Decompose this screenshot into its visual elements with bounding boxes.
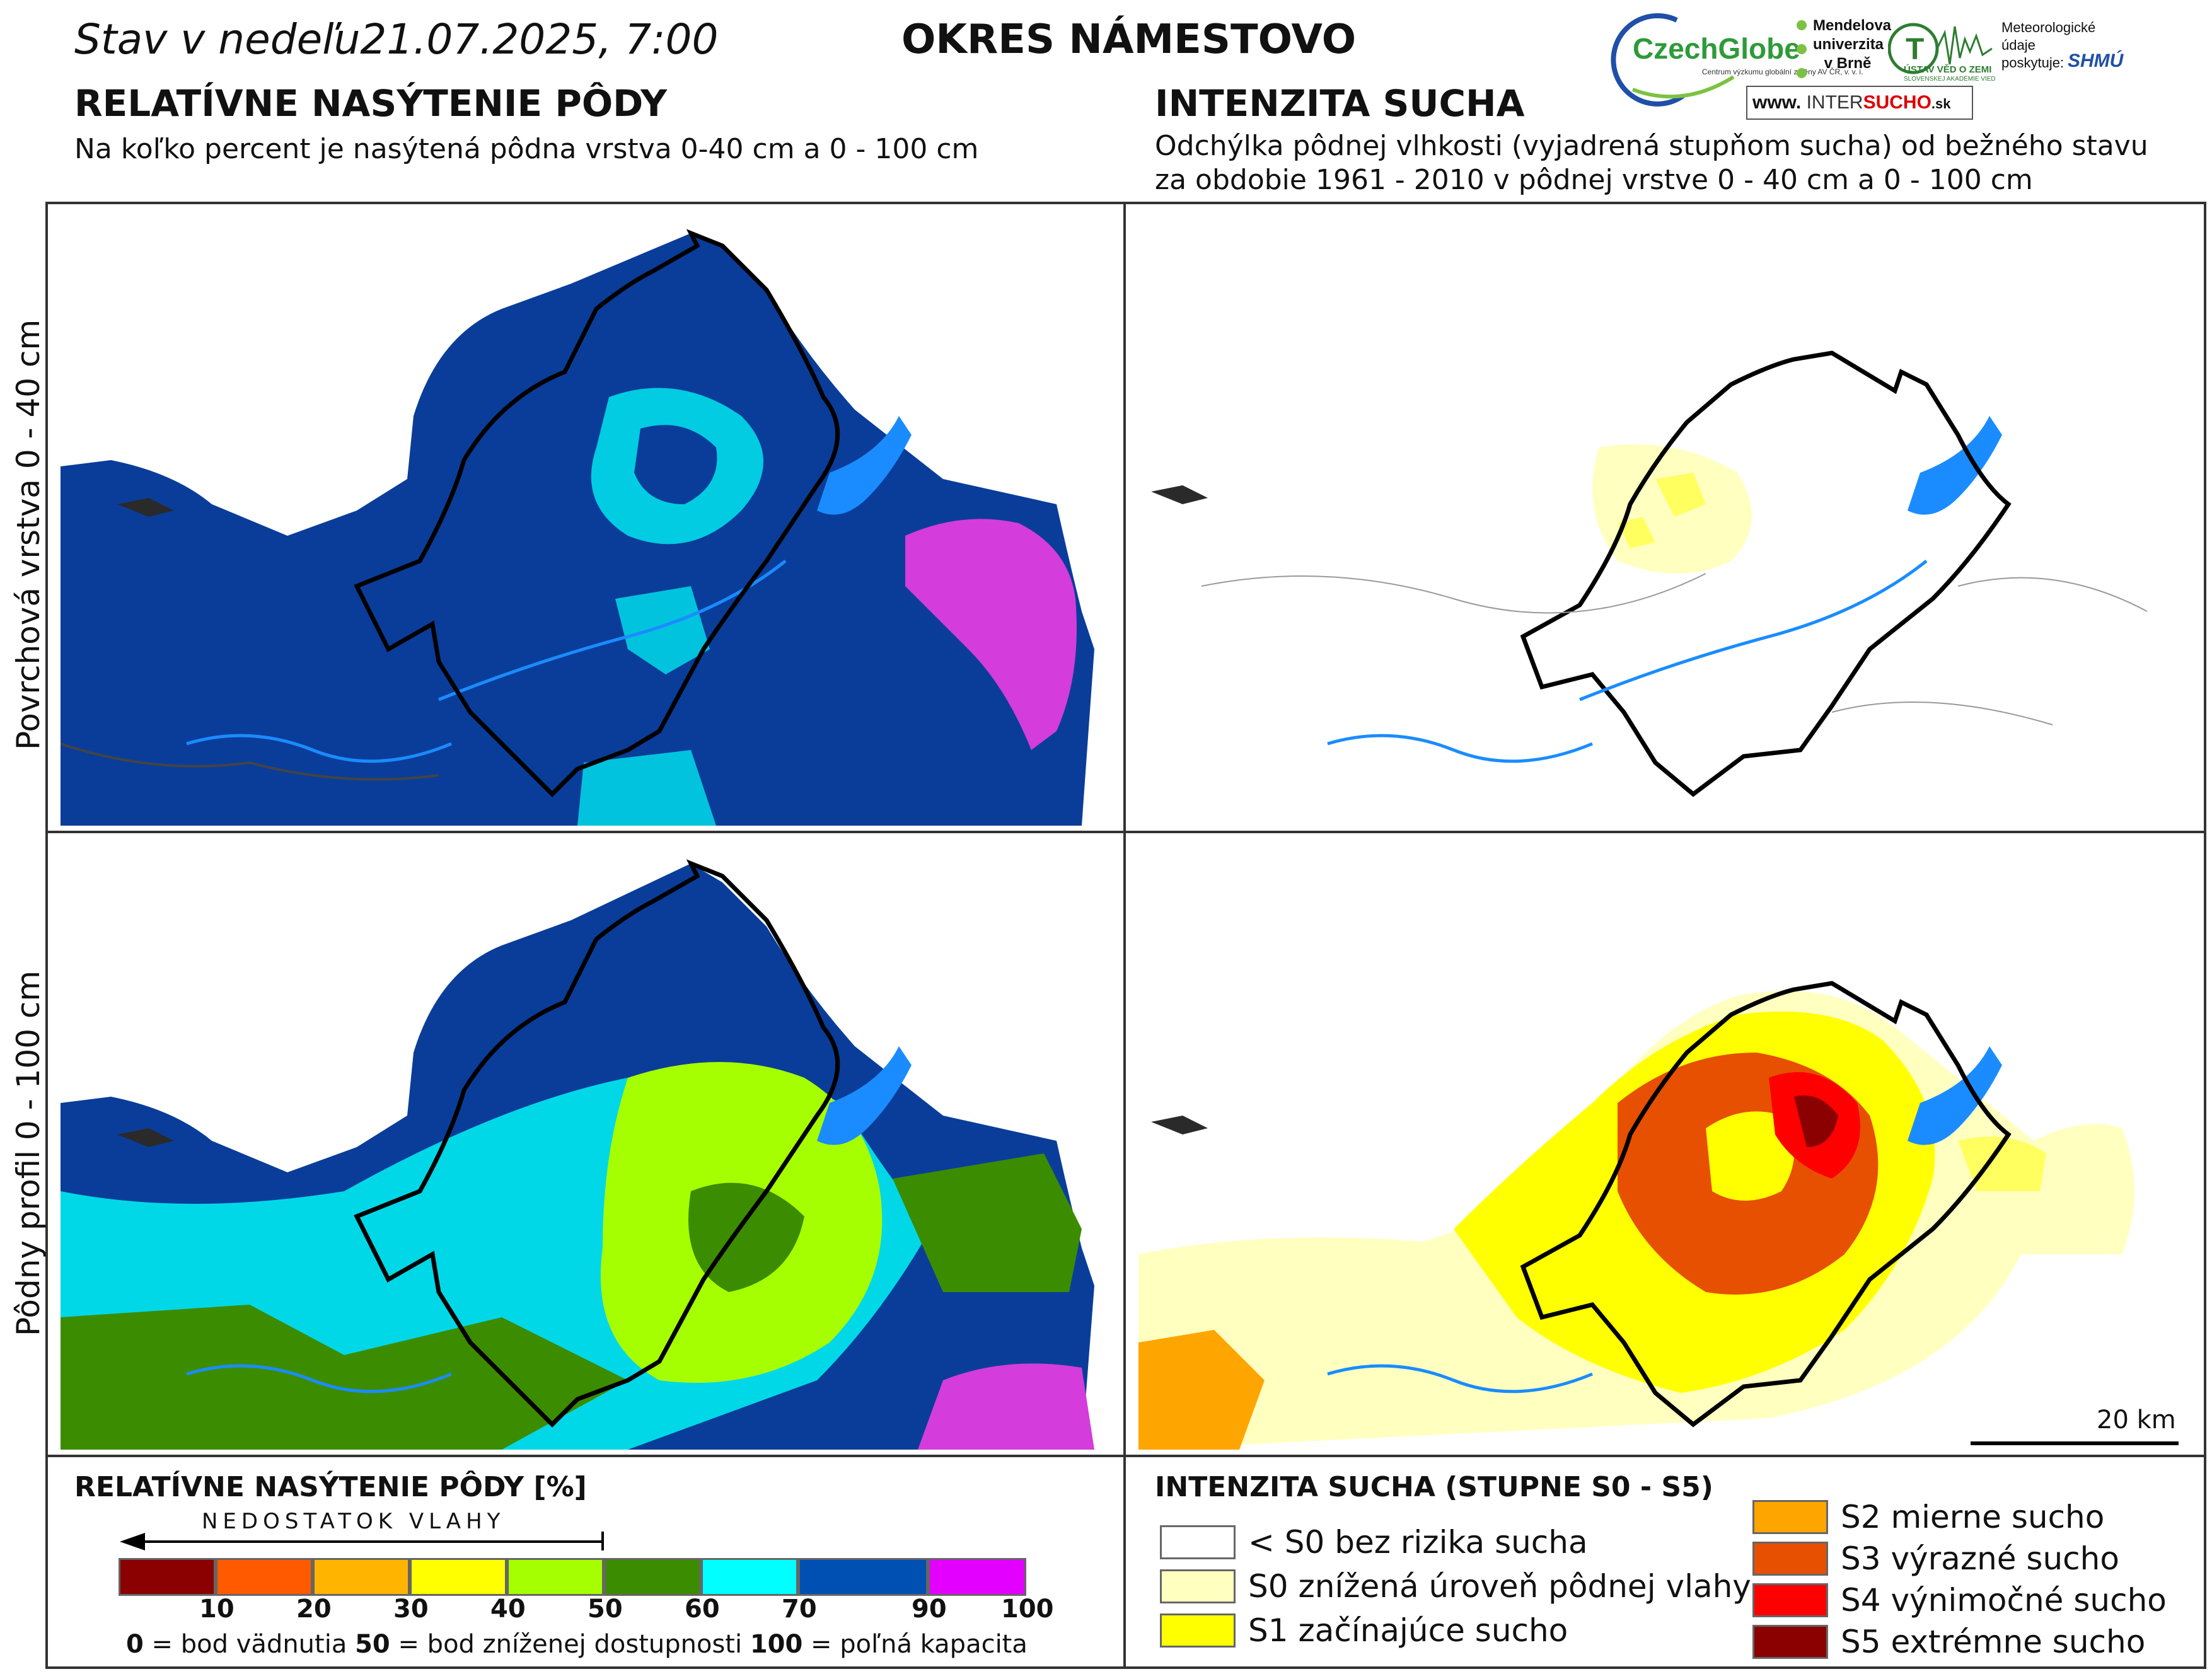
drought-subtitle-line-1: Odchýlka pôdnej vlhkosti (vyjadrená stup… bbox=[1155, 130, 2148, 162]
drought-legend-label: S4 výnimočné sucho bbox=[1841, 1582, 2167, 1619]
drought-swatch bbox=[1160, 1569, 1236, 1603]
saturation-swatch bbox=[928, 1558, 1026, 1596]
saturation-swatch bbox=[507, 1558, 604, 1596]
intersucho-part-a: INTER bbox=[1806, 92, 1863, 113]
drought-swatch bbox=[1752, 1583, 1828, 1617]
logo-strip: CzechGlobe Centrum výzkumu globální změn… bbox=[1607, 8, 2206, 121]
note-0-text: = bod vädnutia bbox=[143, 1630, 356, 1659]
drought-legend-label: S0 znížená úroveň pôdnej vlahy bbox=[1248, 1568, 1751, 1605]
note-50: 50 bbox=[355, 1630, 390, 1659]
saturation-tick-label: 20 bbox=[296, 1595, 332, 1624]
drought-swatch bbox=[1752, 1625, 1828, 1659]
saturation-tick-label: 40 bbox=[490, 1595, 526, 1624]
legend-saturation-title: RELATÍVNE NASÝTENIE PÔDY [%] bbox=[74, 1471, 587, 1503]
saturation-tick-label: 10 bbox=[199, 1595, 235, 1624]
note-50-text: = bod zníženej dostupnosti bbox=[390, 1630, 750, 1659]
ustav-subtitle: SLOVENSKEJ AKADÉMIE VIED bbox=[1904, 76, 1996, 83]
note-100: 100 bbox=[750, 1630, 803, 1659]
drought-swatch bbox=[1160, 1525, 1236, 1559]
scalebar-label: 20 km bbox=[2097, 1406, 2176, 1434]
saturation-swatch bbox=[701, 1558, 798, 1596]
saturation-colorbar bbox=[119, 1558, 1026, 1596]
drought-subtitle-line-2: za obdobie 1961 - 2010 v pôdnej vrstve 0… bbox=[1155, 164, 2033, 196]
drought-section-subtitle: Odchýlka pôdnej vlhkosti (vyjadrená stup… bbox=[1155, 129, 2148, 197]
intersucho-prefix: www. bbox=[1752, 92, 1802, 113]
legend-vertical-divider bbox=[1123, 1456, 1126, 1668]
saturation-tick-label: 100 bbox=[1001, 1595, 1054, 1624]
saturation-tick-label: 30 bbox=[393, 1595, 429, 1624]
frame-row-divider bbox=[45, 831, 2206, 833]
drought-legend-label: S5 extrémne sucho bbox=[1841, 1624, 2146, 1660]
saturation-tick-label: 50 bbox=[588, 1595, 623, 1624]
shmu-logo: SHMÚ bbox=[2068, 50, 2124, 71]
note-0: 0 bbox=[126, 1630, 144, 1659]
saturation-ticks: 10 20 30 40 50 60 70 90 100 bbox=[119, 1595, 1054, 1626]
svg-text:T: T bbox=[1906, 33, 1924, 66]
ustav-name: ÚSTAV VĚD O ZEMI bbox=[1904, 64, 1992, 75]
saturation-swatch bbox=[216, 1558, 313, 1596]
intersucho-suffix: .sk bbox=[1931, 96, 1951, 112]
saturation-tick-label: 70 bbox=[782, 1595, 817, 1624]
ustav-logo-graph: T bbox=[1888, 23, 1993, 74]
czechglobe-subtitle: Centrum výzkumu globální změny AV ČR, v.… bbox=[1702, 67, 1863, 76]
drought-legend-label: < S0 bez rizika sucha bbox=[1248, 1524, 1588, 1561]
drought-swatch bbox=[1160, 1613, 1236, 1648]
deficit-arrow: NEDOSTATOK VLAHY bbox=[120, 1509, 605, 1550]
map-drought-profile: 20 km bbox=[1138, 838, 2198, 1450]
saturation-section-title: RELATÍVNE NASÝTENIE PÔDY bbox=[74, 82, 668, 125]
map-saturation-topsoil bbox=[60, 208, 1094, 826]
mendelu-name: Mendelova univerzita v Brně bbox=[1813, 17, 1892, 72]
drought-section-title: INTENZITA SUCHA bbox=[1155, 82, 1525, 125]
saturation-note: 0 = bod vädnutia 50 = bod zníženej dostu… bbox=[126, 1630, 1028, 1659]
frame-vertical-divider bbox=[1123, 202, 1126, 1456]
intersucho-part-b: SUCHO bbox=[1863, 92, 1931, 113]
mendelu-dots bbox=[1797, 20, 1809, 83]
map-drought-topsoil bbox=[1138, 208, 2198, 826]
frame-legend-divider bbox=[45, 1455, 2206, 1457]
saturation-swatch bbox=[798, 1558, 928, 1596]
saturation-swatch bbox=[410, 1558, 507, 1596]
legend-drought-title: INTENZITA SUCHA (STUPNE S0 - S5) bbox=[1155, 1471, 1713, 1503]
drought-legend-label: S1 začínajúce sucho bbox=[1248, 1612, 1568, 1649]
drought-legend-label: S2 mierne sucho bbox=[1841, 1499, 2105, 1535]
map-frame bbox=[45, 202, 2206, 1669]
row-label-topsoil: Povrchová vrstva 0 - 40 cm bbox=[10, 319, 47, 750]
saturation-tick-label: 90 bbox=[912, 1595, 947, 1624]
district-title: OKRES NÁMESTOVO bbox=[901, 16, 1357, 63]
drought-legend-items: < S0 bez rizika sucha S0 znížená úroveň p… bbox=[1160, 1499, 2194, 1670]
note-100-text: = poľná kapacita bbox=[802, 1630, 1028, 1659]
drought-swatch bbox=[1752, 1500, 1828, 1534]
saturation-section-subtitle: Na koľko percent je nasýtená pôdna vrstv… bbox=[74, 133, 979, 165]
intersucho-logo: www. INTERSUCHO.sk bbox=[1746, 86, 1973, 120]
shmu-caption: Meteorologické údaje poskytuje: bbox=[2001, 20, 2096, 71]
drought-swatch bbox=[1752, 1542, 1828, 1576]
map-saturation-profile bbox=[61, 838, 1094, 1450]
czechglobe-logo bbox=[1611, 13, 1735, 107]
deficit-arrow-icon bbox=[120, 1532, 604, 1550]
row-label-profile: Pôdny profil 0 - 100 cm bbox=[10, 970, 47, 1336]
saturation-swatch bbox=[119, 1558, 216, 1596]
report-date: Stav v nedeľu21.07.2025, 7:00 bbox=[74, 15, 719, 64]
saturation-tick-label: 60 bbox=[685, 1595, 720, 1624]
drought-legend-label: S3 výrazné sucho bbox=[1841, 1540, 2119, 1577]
saturation-swatch bbox=[313, 1558, 410, 1596]
saturation-swatch bbox=[604, 1558, 701, 1596]
czechglobe-name: CzechGlobe bbox=[1633, 32, 1800, 65]
deficit-arrow-label: NEDOSTATOK VLAHY bbox=[202, 1509, 506, 1534]
